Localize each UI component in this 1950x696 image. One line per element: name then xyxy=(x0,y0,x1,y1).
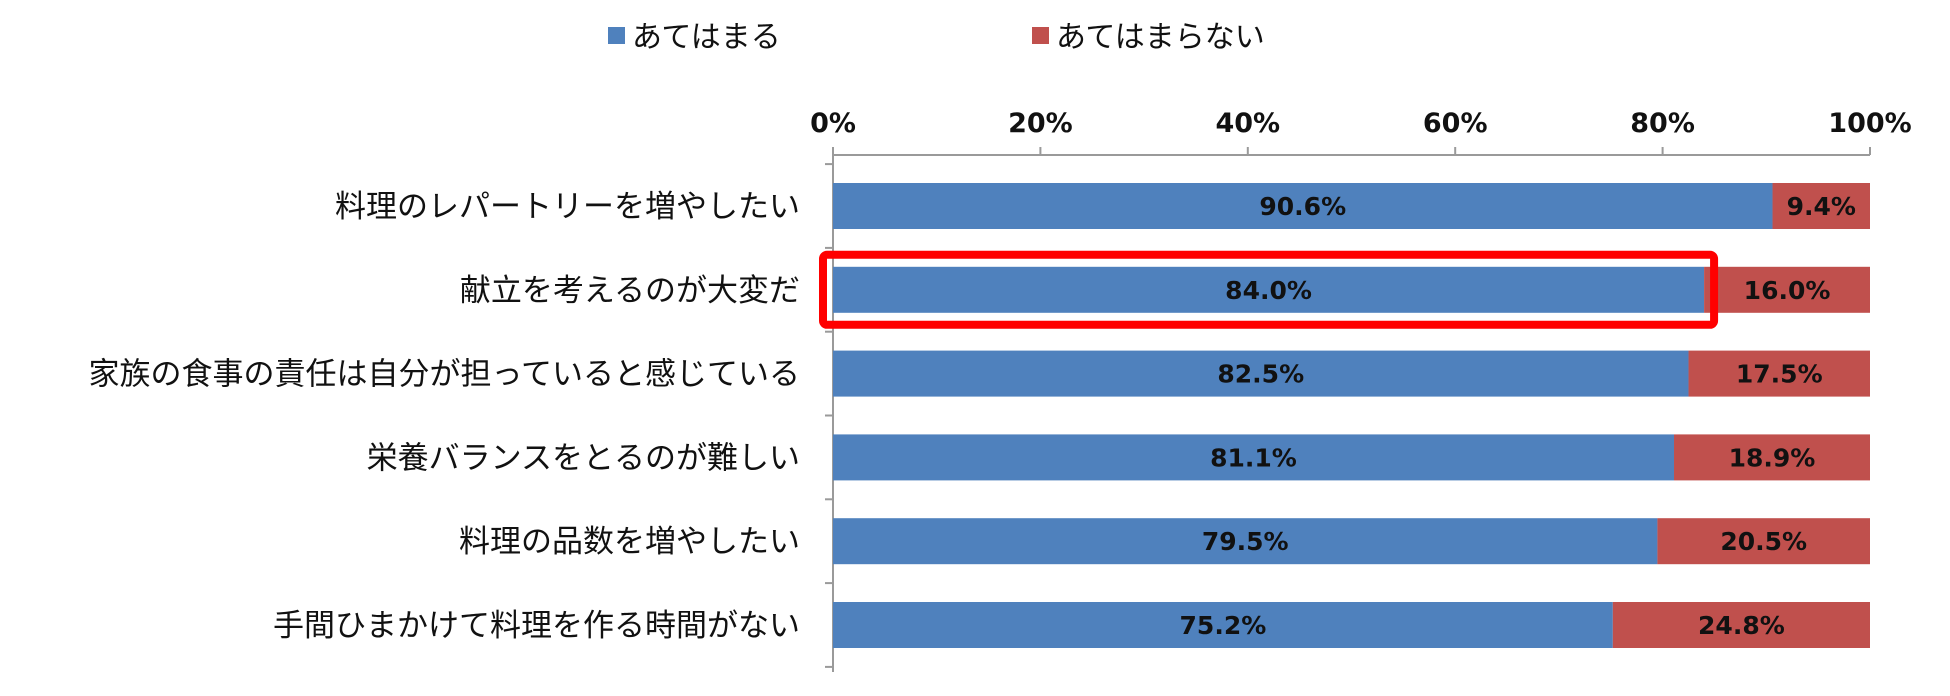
bar-0-4 xyxy=(833,518,1658,565)
bar-1-2 xyxy=(1688,350,1870,397)
data-label-1-4: 20.5% xyxy=(1720,527,1807,556)
bar-1-0 xyxy=(1772,183,1870,229)
data-label-0-5: 75.2% xyxy=(1180,611,1267,640)
data-label-0-4: 79.5% xyxy=(1202,527,1289,556)
x-tick-label-0: 0% xyxy=(810,108,856,139)
bar-0-0 xyxy=(833,183,1773,229)
bar-0-1 xyxy=(833,266,1705,313)
category-label-3: 栄養バランスをとるのが難しい xyxy=(367,440,800,476)
bar-0-5 xyxy=(833,602,1613,648)
x-axis-ticks: 0% 20% 40% 60% 80% 100% xyxy=(810,108,1912,139)
data-label-1-2: 17.5% xyxy=(1736,360,1823,389)
data-label-1-5: 24.8% xyxy=(1698,611,1785,640)
bar-1-1 xyxy=(1704,266,1870,313)
x-tick-label-1: 20% xyxy=(1008,108,1073,139)
chart-axes xyxy=(825,147,1871,672)
highlight-box xyxy=(819,250,1719,329)
legend-swatch-1 xyxy=(1032,27,1049,44)
bar-0-2 xyxy=(833,350,1689,397)
x-tick-label-5: 100% xyxy=(1828,108,1911,139)
data-label-0-0: 90.6% xyxy=(1259,192,1346,221)
highlight-layer xyxy=(819,250,1719,329)
data-label-0-3: 81.1% xyxy=(1210,443,1297,472)
bar-1-3 xyxy=(1674,434,1870,481)
category-label-4: 料理の品数を増やしたい xyxy=(459,524,800,560)
bar-1-4 xyxy=(1657,518,1870,565)
x-tick-label-3: 60% xyxy=(1423,108,1488,139)
x-tick-label-2: 40% xyxy=(1215,108,1280,139)
legend-swatch-0 xyxy=(608,27,625,44)
category-label-5: 手間ひまかけて料理を作る時間がない xyxy=(273,608,800,644)
legend-label-0: あてはまる xyxy=(632,20,781,55)
data-label-0-2: 82.5% xyxy=(1217,360,1304,389)
bar-1-5 xyxy=(1612,602,1870,648)
data-label-1-0: 9.4% xyxy=(1787,192,1856,221)
data-label-0-1: 84.0% xyxy=(1225,276,1312,305)
chart-legend: あてはまる あてはまらない xyxy=(608,20,1265,55)
category-label-1: 献立を考えるのが大変だ xyxy=(460,273,800,309)
category-labels: 料理のレパートリーを増やしたい献立を考えるのが大変だ家族の食事の責任は自分が担っ… xyxy=(89,189,800,644)
data-label-1-3: 18.9% xyxy=(1729,443,1816,472)
bar-area: 90.6% 9.4% 84.0% 16.0% 82.5% 17.5% 81.1% 18.9% 7… xyxy=(833,183,1870,648)
category-label-0: 料理のレパートリーを増やしたい xyxy=(335,189,800,225)
category-label-2: 家族の食事の責任は自分が担っていると感じている xyxy=(89,357,800,393)
data-label-1-1: 16.0% xyxy=(1744,276,1831,305)
bar-0-3 xyxy=(833,434,1675,481)
legend-label-1: あてはまらない xyxy=(1056,20,1265,55)
x-tick-label-4: 80% xyxy=(1630,108,1695,139)
